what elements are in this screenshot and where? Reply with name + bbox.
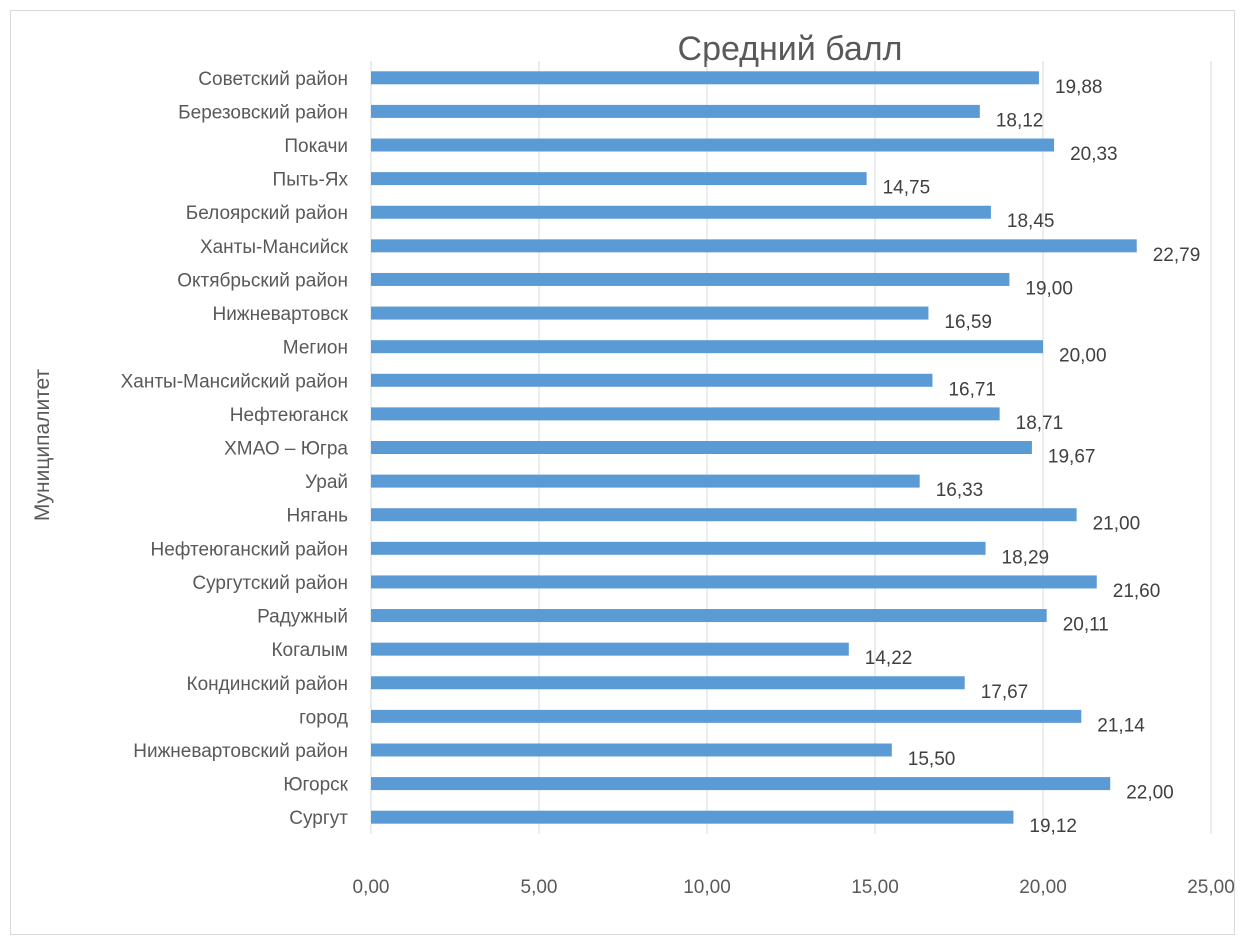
chart-title: Средний балл: [677, 30, 903, 68]
x-tick-label: 15,00: [851, 877, 899, 898]
data-label: 19,67: [1048, 447, 1096, 468]
bar: [371, 575, 1097, 589]
category-label: Нягань: [287, 506, 349, 527]
bar: [371, 609, 1047, 623]
bar: [371, 172, 867, 186]
bar: [371, 407, 1000, 421]
category-label: Когалым: [271, 640, 348, 661]
x-tick-label: 10,00: [683, 877, 731, 898]
data-label: 18,45: [1007, 211, 1055, 232]
x-tick-label: 25,00: [1187, 877, 1235, 898]
category-label: Октябрьский район: [177, 270, 348, 291]
category-label: Пыть-Ях: [273, 170, 349, 191]
data-label: 14,22: [865, 648, 913, 669]
bar: [371, 676, 965, 690]
category-label: ХМАО – Югра: [224, 439, 348, 460]
data-label: 22,00: [1126, 783, 1174, 804]
data-label: 16,59: [944, 312, 992, 333]
category-label: Покачи: [284, 136, 348, 157]
bar: [371, 777, 1111, 791]
data-label: 18,29: [1002, 547, 1050, 568]
category-label: Ханты-Мансийский район: [121, 371, 348, 392]
bar: [371, 709, 1082, 723]
data-label: 20,33: [1070, 144, 1118, 165]
x-tick-label: 0,00: [353, 877, 390, 898]
bar: [371, 205, 991, 219]
bar: [371, 306, 929, 320]
data-label: 17,67: [981, 682, 1029, 703]
category-label: Мегион: [283, 338, 348, 359]
category-label: Белоярский район: [186, 203, 348, 224]
data-label: 14,75: [883, 178, 931, 199]
data-label: 20,00: [1059, 346, 1107, 367]
bar: [371, 474, 920, 488]
bar: [371, 441, 1032, 454]
data-label: 22,79: [1153, 245, 1201, 266]
bar: [371, 810, 1014, 824]
data-label: 21,60: [1113, 581, 1161, 602]
x-tick-label: 5,00: [521, 877, 558, 898]
bar: [371, 239, 1137, 253]
data-label: 20,11: [1063, 615, 1109, 636]
data-label: 21,00: [1093, 514, 1141, 535]
bar: [371, 272, 1010, 286]
bar: [371, 743, 892, 757]
data-label: 18,71: [1016, 413, 1064, 434]
bar: [371, 104, 980, 118]
category-label: Нефтеюганск: [230, 405, 349, 426]
data-label: 18,12: [996, 110, 1044, 131]
category-label: Урай: [305, 472, 348, 493]
category-label: Сургут: [289, 808, 348, 829]
category-label: Радужный: [257, 607, 348, 628]
bar: [371, 340, 1043, 354]
data-label: 16,33: [936, 480, 984, 501]
data-label: 21,14: [1097, 715, 1145, 736]
category-label: город: [299, 707, 348, 728]
category-label: Нефтеюганский район: [150, 539, 348, 560]
bar: [371, 508, 1077, 522]
category-label: Кондинский район: [187, 674, 348, 695]
category-label: Ханты-Мансийск: [200, 237, 349, 258]
bar: [371, 138, 1055, 152]
bar: [371, 373, 933, 387]
category-label: Нижневартовский район: [133, 741, 348, 762]
bar: [371, 642, 849, 656]
category-label: Советский район: [198, 69, 348, 90]
bar: [371, 541, 986, 555]
bar: [371, 71, 1039, 85]
category-label: Югорск: [283, 775, 348, 796]
x-tick-label: 20,00: [1019, 877, 1067, 898]
data-label: 19,00: [1025, 278, 1073, 299]
data-label: 19,88: [1055, 77, 1103, 98]
category-label: Сургутский район: [192, 573, 348, 594]
data-label: 15,50: [908, 749, 956, 770]
category-label: Березовский район: [178, 102, 348, 123]
data-label: 16,71: [948, 379, 996, 400]
category-label: Нижневартовск: [213, 304, 349, 325]
data-label: 19,12: [1029, 816, 1077, 837]
